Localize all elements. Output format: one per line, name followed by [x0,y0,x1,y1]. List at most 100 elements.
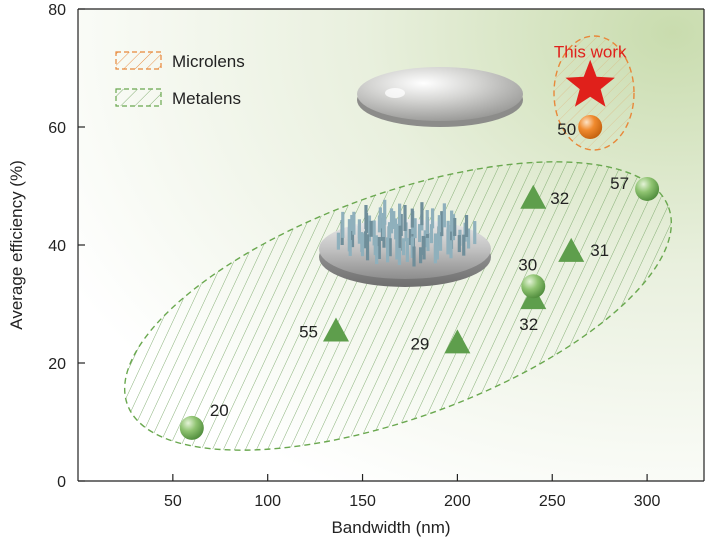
nanopillar [411,222,416,249]
nanopillar [449,240,453,259]
nanopillar [408,229,412,245]
nanopillar [367,215,372,242]
nanopillar [397,247,402,265]
y-tick-label: 20 [48,356,66,373]
nanopillar [348,239,352,256]
nanopillar [350,214,354,231]
x-tick-label: 200 [444,493,471,510]
nanopillar [389,208,394,234]
nanopillar [413,218,417,239]
nanopillar [462,234,466,256]
nanopillar [360,233,365,257]
metalens-triangle-point [520,184,547,209]
nanopillar [425,210,429,235]
nanopillar [385,237,390,263]
point-label: 57 [610,174,629,193]
point-label: 32 [519,315,538,334]
point-label: 50 [557,120,576,139]
nanopillar [373,236,377,256]
nanopillar [378,207,382,229]
nanopillar [395,238,399,260]
point-label: 55 [299,323,318,342]
nanopillar [377,236,381,259]
y-tick-label: 40 [48,238,66,255]
nanopillar [357,219,361,239]
nanopillar [381,212,386,237]
nanopillar [341,211,345,238]
nanopillar [347,227,351,252]
nanopillar [417,224,422,243]
metalens-region [123,161,673,451]
legend-swatch-metalens [115,88,162,107]
x-tick-label: 50 [164,493,182,510]
x-tick-label: 300 [634,493,661,510]
point-label: 30 [518,255,537,274]
nanopillar [412,246,416,267]
metalens-illustration [319,199,491,287]
nanopillar [364,231,368,249]
nanopillar [410,238,414,259]
x-tick-label: 250 [539,493,566,510]
y-tick-label: 60 [48,120,66,137]
nanopillar [466,228,471,249]
nanopillar [449,224,454,249]
nanopillar [450,210,454,232]
metalens-triangle-point [444,329,471,354]
nanopillar [398,225,402,251]
point-label: 32 [550,189,569,208]
nanopillar [350,226,355,248]
nanopillar [352,211,356,235]
this-work-star [565,59,615,107]
nanopillar [365,234,370,261]
metalens-point [179,415,204,440]
nanopillar [473,221,477,245]
nanopillar [372,220,376,246]
nanopillar [420,202,424,226]
nanopillar [336,232,340,250]
this-work-label: This work [554,43,627,62]
nanopillar [430,208,435,229]
legend-swatch-microlens [115,51,162,70]
y-tick-label: 80 [48,2,66,19]
nanopillar [433,244,437,264]
microlens-point [578,115,603,139]
nanopillar [401,238,406,256]
x-tick-label: 150 [349,493,376,510]
nanopillar [388,238,392,257]
nanopillar [453,217,457,236]
nanopillar [446,229,450,255]
metalens-triangle-point [558,237,585,262]
nanopillar [369,220,373,237]
point-label: 20 [210,401,229,420]
nanopillar [403,204,407,231]
y-tick-label: 0 [57,474,66,491]
metalens-triangle-point [322,317,349,342]
nanopillar [438,229,443,251]
nanopillar [364,205,368,230]
nanopillar [440,211,444,237]
y-axis-title: Average efficiency (%) [7,160,26,329]
legend: Microlens Metalens [115,51,245,108]
nanopillar [399,213,403,236]
nanopillar [405,237,409,262]
nanopillar [392,211,396,230]
microlens-illustration [357,67,523,127]
nanopillar [426,233,430,252]
nanopillar [435,233,439,260]
point-label: 31 [590,241,609,260]
metalens-point [521,274,546,299]
nanopillar [442,203,446,228]
nanopillar [437,215,441,233]
metalens-point [635,176,660,201]
x-tick-label: 100 [254,493,281,510]
x-axis-title: Bandwidth (nm) [331,518,450,537]
nanopillar [375,246,379,265]
nanopillar [396,223,400,247]
nanopillar [383,199,387,225]
nanopillar [457,235,461,253]
nanopillar [404,222,408,242]
nanopillar [418,247,423,264]
nanopillar [429,224,434,244]
nanopillar [410,208,414,228]
